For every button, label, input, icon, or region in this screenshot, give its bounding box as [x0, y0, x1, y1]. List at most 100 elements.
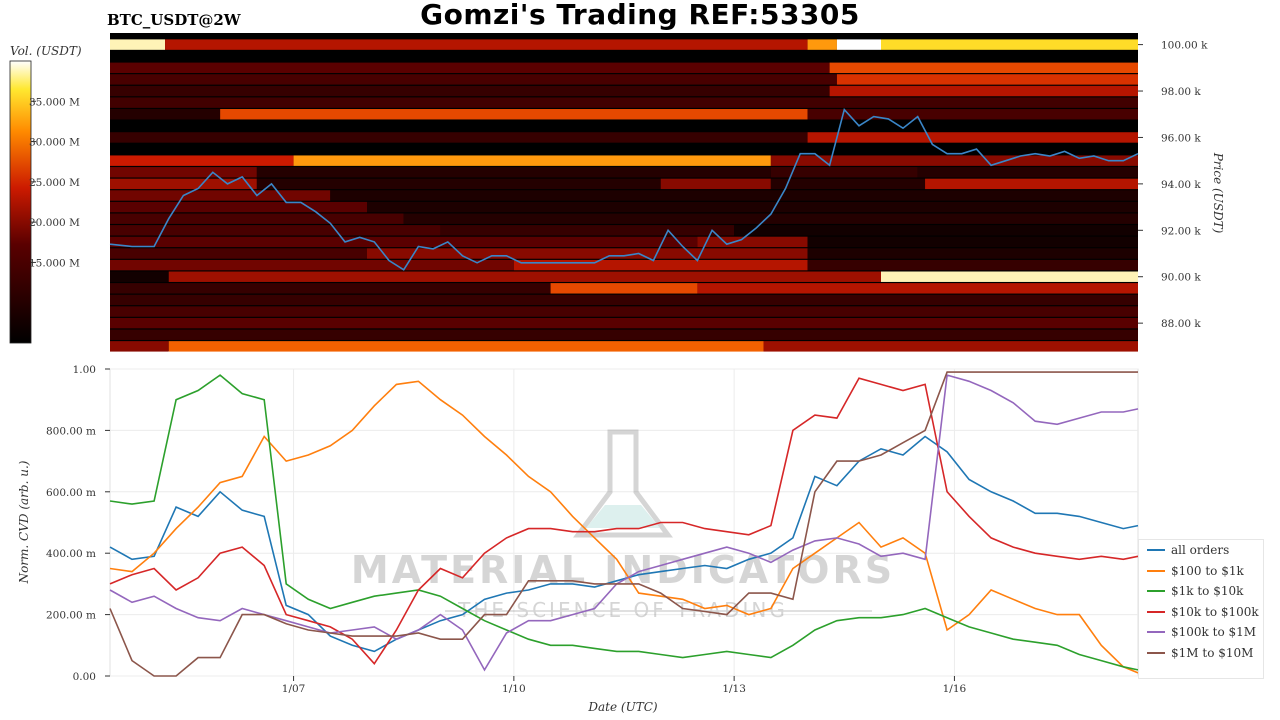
- price-tick-label: 94.00 k: [1161, 179, 1201, 191]
- heatmap-band-segment: [110, 317, 1138, 329]
- heatmap-band-segment: [836, 74, 1138, 85]
- heatmap-band-segment: [770, 155, 1138, 166]
- heatmap-band-segment: [697, 236, 808, 248]
- heatmap-band-segment: [807, 109, 1138, 120]
- cvd-series-line: [109, 371, 1138, 677]
- heatmap-band-segment: [110, 341, 169, 352]
- heatmap-band-segment: [513, 259, 808, 271]
- legend-label: $100 to $1k: [1171, 563, 1244, 578]
- heatmap-band-segment: [660, 178, 771, 190]
- chart-title: Gomzi's Trading REF:53305: [420, 0, 860, 31]
- heatmap-band-segment: [293, 155, 771, 166]
- cvd-y-axis-label: Norm. CVD (arb. u.): [17, 460, 31, 584]
- cvd-x-tick-label: 1/16: [943, 683, 967, 695]
- heatmap-band-segment: [807, 259, 1138, 271]
- heatmap-band-segment: [829, 85, 1138, 97]
- cvd-x-tick-label: 1/13: [722, 683, 746, 695]
- cvd-y-tick-label: 1.00: [73, 364, 96, 376]
- cvd-y-ticks: 1.00 800.00 m 600.00 m 400.00 m 200.00 m 0.00: [46, 364, 110, 683]
- legend-item[interactable]: all orders: [1139, 540, 1263, 561]
- heatmap-band-segment: [770, 167, 918, 178]
- heatmap-band-segment: [110, 190, 331, 201]
- heatmap-band-segment: [110, 259, 514, 271]
- cvd-plot-area: [109, 368, 1139, 677]
- watermark-tagline: THE SCIENCE OF TRADING: [457, 598, 788, 622]
- colorbar-tick-label: 25.000 M: [29, 177, 80, 189]
- heatmap-band-segment: [256, 167, 771, 178]
- colorbar-label: Vol. (USDT): [10, 44, 82, 58]
- price-tick-label: 92.00 k: [1161, 225, 1201, 237]
- heatmap-band-segment: [734, 225, 1138, 236]
- legend-swatch: [1147, 569, 1165, 572]
- cvd-series-line: [109, 380, 1139, 674]
- heatmap-band-segment: [403, 213, 1138, 224]
- legend-item[interactable]: $100 to $1k: [1139, 561, 1263, 582]
- heatmap-band-segment: [925, 178, 1138, 190]
- heatmap-band-segment: [367, 201, 1138, 213]
- heatmap-band-segment: [110, 306, 1138, 317]
- heatmap-band-segment: [165, 39, 808, 50]
- cvd-series-line: [109, 377, 1139, 666]
- heatmap-band-segment: [110, 248, 367, 259]
- heatmap-band-segment: [168, 271, 881, 282]
- cvd-series-line: [109, 374, 1139, 671]
- heatmap-band-segment: [110, 132, 808, 143]
- heatmap-band-segment: [110, 271, 169, 282]
- legend-swatch: [1147, 610, 1165, 613]
- cvd-panel: 1.00 800.00 m 600.00 m 400.00 m 200.00 m 0.00…: [17, 364, 1139, 714]
- heatmap-band-segment: [836, 39, 881, 50]
- heatmap-band-segment: [697, 283, 1138, 294]
- colorbar: Vol. (USDT) 35.000 M 30.000 M 25.000 M 20.0…: [9, 44, 82, 344]
- colorbar-tick-label: 35.000 M: [29, 96, 80, 108]
- legend-label: $100k to $1M: [1171, 625, 1257, 640]
- cvd-series-line: [109, 374, 1139, 672]
- heatmap-bands: [110, 39, 1138, 352]
- legend-label: all orders: [1171, 543, 1230, 558]
- heatmap-band-segment: [807, 39, 837, 50]
- cvd-x-tick-label: 1/10: [502, 683, 526, 695]
- heatmap-band-segment: [330, 190, 1138, 201]
- cvd-x-axis-label: Date (UTC): [587, 700, 657, 714]
- heatmap-band-segment: [110, 62, 830, 74]
- legend-label: $10k to $100k: [1171, 604, 1259, 619]
- heatmap-band-segment: [110, 85, 830, 97]
- heatmap-band-segment: [110, 294, 1138, 306]
- heatmap-band-segment: [110, 74, 837, 85]
- heatmap-band-segment: [807, 132, 1138, 143]
- cvd-grid: [110, 368, 1138, 677]
- heatmap-band-segment: [110, 329, 1138, 340]
- flask-icon: [573, 429, 673, 538]
- cvd-x-ticks: 1/07 1/10 1/13 1/16: [282, 676, 967, 695]
- price-tick-label: 98.00 k: [1161, 86, 1201, 98]
- price-tick-label: 96.00 k: [1161, 132, 1201, 144]
- legend-swatch: [1147, 590, 1165, 593]
- heatmap-band-segment: [807, 248, 1138, 259]
- cvd-series: [109, 371, 1139, 677]
- heatmap-band-segment: [881, 39, 1138, 50]
- heatmap-band-segment: [829, 62, 1138, 74]
- heatmap-band-segment: [110, 201, 367, 213]
- colorbar-tick-label: 20.000 M: [29, 217, 80, 229]
- legend-item[interactable]: $1M to $10M: [1139, 643, 1263, 664]
- legend-label: $1k to $10k: [1171, 584, 1244, 599]
- cvd-y-tick-label: 200.00 m: [46, 610, 96, 622]
- legend-item[interactable]: $10k to $100k: [1139, 602, 1263, 623]
- colorbar-tick-label: 15.000 M: [29, 257, 80, 269]
- price-tick-label: 100.00 k: [1161, 40, 1208, 52]
- legend-swatch: [1147, 549, 1165, 552]
- price-tick-label: 88.00 k: [1161, 318, 1201, 330]
- heatmap-band-segment: [881, 271, 1138, 282]
- heatmap-band-segment: [110, 97, 1138, 108]
- heatmap-band-segment: [220, 109, 808, 120]
- legend-item[interactable]: $100k to $1M: [1139, 622, 1263, 643]
- heatmap-band-segment: [110, 155, 294, 166]
- heatmap-band-segment: [110, 109, 221, 120]
- heatmap-panel: 100.00 k 98.00 k 96.00 k 94.00 k 92.00 k 90.0…: [109, 33, 1225, 352]
- colorbar-tick-label: 30.000 M: [29, 137, 80, 149]
- heatmap-band-segment: [807, 236, 1138, 248]
- legend-label: $1M to $10M: [1171, 645, 1254, 660]
- legend-item[interactable]: $1k to $10k: [1139, 581, 1263, 602]
- heatmap-band-segment: [256, 178, 661, 190]
- cvd-y-tick-label: 800.00 m: [46, 425, 96, 437]
